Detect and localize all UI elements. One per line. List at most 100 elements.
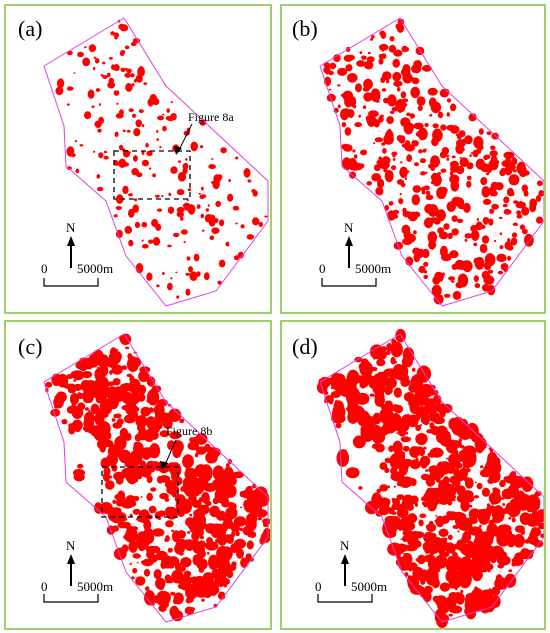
red-patch — [487, 546, 496, 557]
red-patch — [152, 173, 157, 178]
red-patch — [50, 408, 61, 417]
red-patch — [135, 479, 139, 483]
red-patch — [135, 119, 142, 128]
red-patch — [141, 433, 152, 440]
red-patch — [481, 487, 490, 497]
red-patch — [66, 146, 75, 157]
red-patch — [464, 606, 476, 616]
red-patch — [208, 164, 216, 170]
red-patch — [538, 522, 544, 530]
red-patch — [226, 515, 232, 519]
red-patch — [107, 72, 111, 78]
red-patch — [209, 235, 215, 241]
red-patch — [481, 235, 490, 244]
red-patch — [420, 473, 430, 481]
red-patch — [120, 499, 135, 509]
red-patch — [455, 143, 465, 155]
red-patch — [230, 525, 241, 533]
red-patch — [129, 513, 133, 517]
red-patch — [207, 446, 210, 448]
red-patch — [487, 269, 494, 274]
red-patch — [178, 574, 191, 591]
red-patch — [124, 72, 131, 78]
red-patch — [236, 548, 244, 559]
red-patch — [113, 214, 118, 218]
red-patch — [439, 409, 446, 418]
red-patch — [54, 404, 59, 409]
red-patch — [262, 497, 267, 502]
red-patch — [341, 122, 347, 128]
red-patch — [438, 547, 446, 556]
red-patch — [447, 534, 453, 540]
red-patch — [382, 71, 392, 81]
red-patch — [170, 101, 173, 104]
red-patch — [399, 193, 402, 196]
red-patch — [346, 369, 360, 387]
red-patch — [115, 206, 123, 210]
red-patch — [189, 271, 198, 281]
red-patch — [132, 567, 138, 574]
red-patch — [402, 72, 413, 84]
red-patch — [440, 124, 447, 131]
red-patch — [476, 482, 483, 490]
red-patch — [175, 271, 178, 274]
red-patch — [231, 561, 237, 568]
red-patch — [379, 462, 388, 470]
red-patch — [445, 596, 457, 608]
red-patch — [456, 543, 462, 549]
map-a — [43, 17, 269, 307]
red-patch — [89, 380, 98, 390]
red-patch — [125, 526, 138, 543]
red-patch — [413, 140, 417, 145]
red-patch — [452, 480, 461, 487]
red-patch — [475, 572, 483, 580]
red-patch — [377, 178, 385, 189]
red-patch — [349, 157, 356, 164]
red-patch — [162, 125, 167, 132]
red-patch — [424, 469, 429, 472]
red-patch — [422, 540, 437, 553]
panel-b: (b) N 0 5000m — [280, 4, 546, 314]
red-patch — [110, 31, 115, 36]
red-patch — [345, 467, 360, 479]
red-patch — [112, 378, 121, 386]
red-patch — [406, 112, 411, 117]
red-patch — [474, 481, 477, 484]
red-patch — [513, 169, 517, 173]
red-patch — [432, 276, 441, 285]
red-patch — [143, 532, 155, 544]
red-patch — [415, 457, 419, 461]
red-patch — [170, 277, 173, 280]
red-patch — [98, 152, 104, 159]
red-patch — [471, 432, 484, 444]
red-patch — [402, 237, 413, 246]
red-patch — [191, 531, 200, 541]
red-patch — [395, 23, 400, 29]
red-patch — [378, 156, 383, 161]
red-patch — [335, 423, 342, 429]
red-patch — [483, 531, 495, 541]
red-patch — [535, 195, 542, 202]
red-patch — [97, 128, 102, 133]
red-patch — [388, 201, 394, 206]
red-patch — [82, 393, 94, 404]
red-patch — [417, 370, 425, 378]
red-patch — [171, 472, 179, 482]
red-patch — [171, 490, 177, 498]
red-patch — [94, 367, 106, 382]
red-patch — [366, 181, 372, 186]
red-patch — [435, 476, 441, 483]
red-patch — [459, 431, 471, 440]
red-patch — [243, 499, 251, 509]
red-patch — [451, 215, 458, 223]
north-label: N — [340, 538, 350, 553]
red-patch — [448, 555, 463, 571]
inset-box — [113, 150, 191, 200]
red-patch — [446, 201, 456, 213]
red-patch — [397, 427, 405, 433]
red-patch — [77, 51, 84, 58]
red-patch — [101, 439, 114, 448]
panel-label: (a) — [18, 16, 43, 41]
red-patch — [410, 374, 424, 391]
red-patch — [460, 589, 464, 594]
